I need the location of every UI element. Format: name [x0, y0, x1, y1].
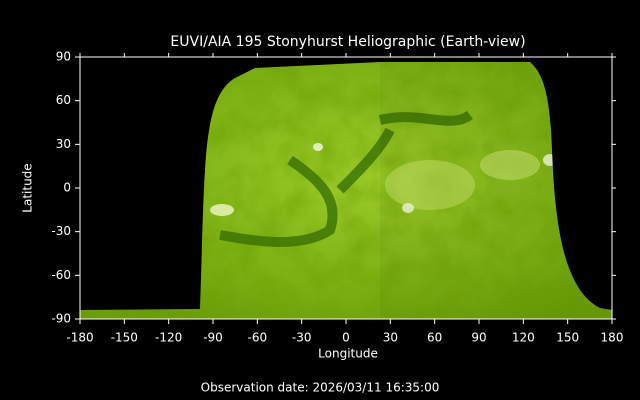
x-tick-label: -30 — [292, 331, 312, 345]
x-axis-label: Longitude — [318, 347, 378, 361]
y-tick-label: 60 — [56, 93, 71, 107]
y-tick-label: -90 — [51, 312, 71, 326]
y-axis-label: Latitude — [21, 163, 35, 212]
x-tick-label: -90 — [203, 331, 223, 345]
x-tick-label: -180 — [66, 331, 93, 345]
x-tick-label: 180 — [601, 331, 624, 345]
x-tick-label: 30 — [383, 331, 398, 345]
observation-date: Observation date: 2026/03/11 16:35:00 — [201, 381, 440, 395]
x-tick-label: -150 — [111, 331, 138, 345]
y-tick-label: -60 — [51, 268, 71, 282]
x-tick-label: -120 — [155, 331, 182, 345]
x-tick-label: 90 — [471, 331, 486, 345]
x-tick-label: 120 — [512, 331, 535, 345]
y-tick-label: 0 — [63, 181, 71, 195]
x-tick-label: 150 — [556, 331, 579, 345]
y-tick-label: 30 — [56, 137, 71, 151]
x-tick-label: -60 — [248, 331, 268, 345]
x-tick-label: 0 — [342, 331, 350, 345]
y-tick-label: -30 — [51, 224, 71, 238]
solar-map — [80, 62, 612, 319]
chart-title: EUVI/AIA 195 Stonyhurst Heliographic (Ea… — [170, 34, 525, 50]
x-tick-label: 60 — [427, 331, 442, 345]
y-tick-label: 90 — [56, 50, 71, 64]
